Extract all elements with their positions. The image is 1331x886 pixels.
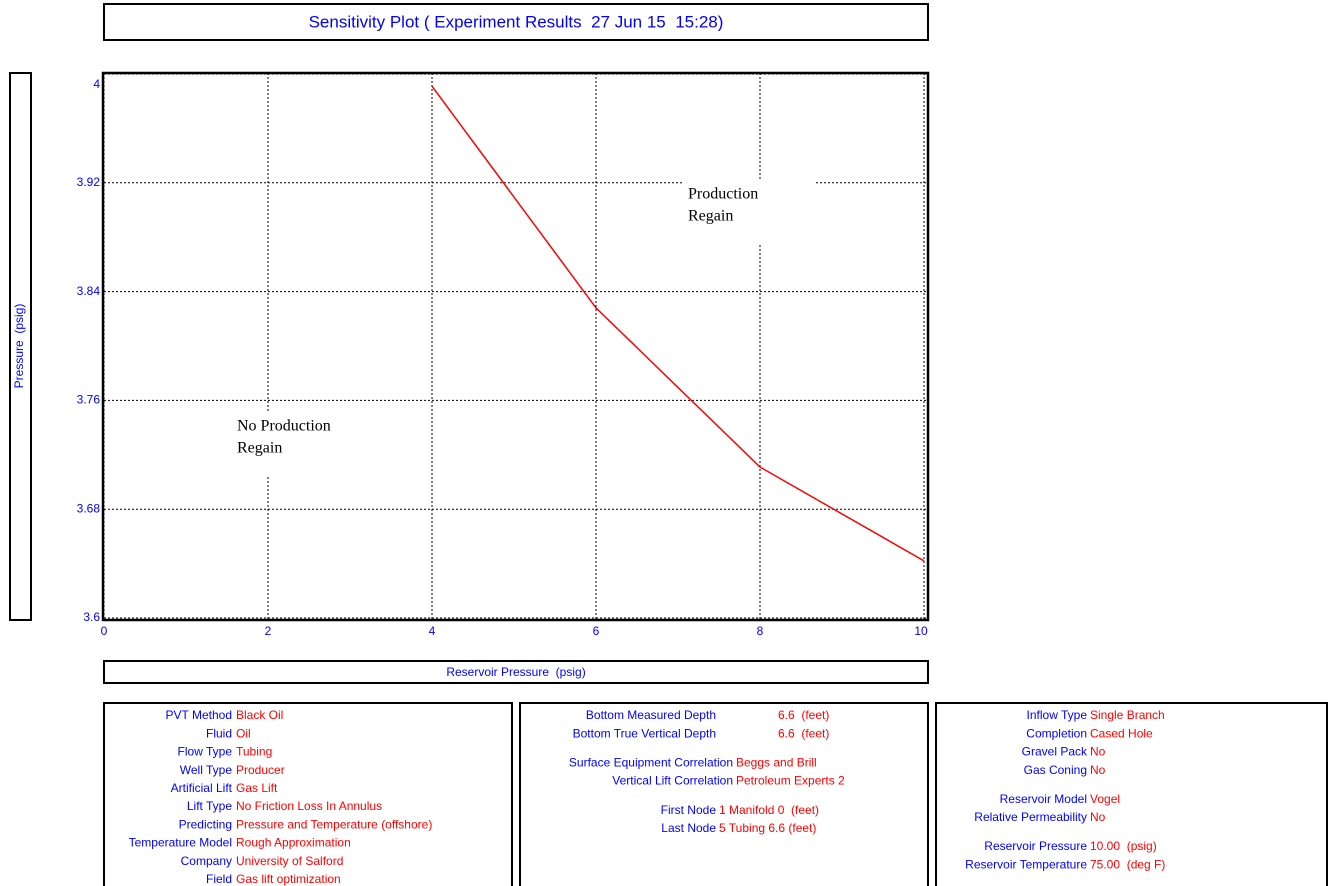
info-panel (103, 702, 513, 886)
info-label: Completion (1026, 726, 1087, 740)
plot-frame (101, 71, 930, 622)
info-label: Temperature Model (129, 836, 232, 850)
info-value: No (1090, 763, 1106, 777)
x-tick-label: 6 (593, 624, 600, 638)
info-label: Flow Type (178, 745, 233, 759)
info-value: Pressure and Temperature (offshore) (236, 817, 432, 831)
info-label: Reservoir Temperature (965, 857, 1087, 871)
annotation-bg (684, 181, 814, 243)
info-value: University of Salford (236, 854, 343, 868)
info-value: 10.00 (psig) (1090, 839, 1157, 853)
y-tick-label: 3.6 (83, 610, 100, 624)
info-label: Inflow Type (1027, 708, 1088, 722)
x-axis-label: Reservoir Pressure (psig) (446, 665, 585, 679)
x-tick-label: 4 (429, 624, 436, 638)
x-tick-label: 0 (101, 624, 108, 638)
y-axis-label: Pressure (psig) (12, 304, 26, 389)
info-value: Single Branch (1090, 708, 1165, 722)
info-panel (519, 702, 929, 886)
info-value: Gas lift optimization (236, 872, 341, 886)
info-label: Artificial Lift (171, 781, 233, 795)
info-label: Fluid (206, 726, 232, 740)
info-label: Field (206, 872, 232, 886)
info-label: Gravel Pack (1022, 745, 1088, 759)
info-label: Vertical Lift Correlation (612, 774, 733, 788)
y-label-box (9, 72, 32, 621)
annotation: Regain (688, 208, 733, 225)
y-tick-label: 3.84 (77, 284, 101, 298)
annotation-bg (233, 413, 363, 475)
x-label-box (103, 660, 929, 684)
info-panel (935, 702, 1328, 886)
info-value: 1 Manifold 0 (feet) (719, 803, 819, 817)
info-value: 75.00 (deg F) (1090, 857, 1165, 871)
info-value: Beggs and Brill (736, 755, 817, 769)
info-value: Rough Approximation (236, 836, 351, 850)
info-value: No (1090, 810, 1106, 824)
data-line (431, 85, 925, 562)
info-value: 6.6 (feet) (778, 708, 829, 722)
title-box (103, 3, 929, 41)
info-label: Gas Coning (1024, 763, 1087, 777)
y-tick-label: 3.92 (77, 175, 101, 189)
info-value: Cased Hole (1090, 726, 1153, 740)
y-tick-label: 3.76 (77, 393, 101, 407)
info-value: No (1090, 745, 1106, 759)
info-value: 5 Tubing 6.6 (feet) (719, 821, 816, 835)
info-value: Vogel (1090, 792, 1120, 806)
annotation: Regain (237, 440, 282, 457)
y-tick-label: 4 (93, 77, 100, 91)
info-label: First Node (661, 803, 717, 817)
info-label: Bottom Measured Depth (586, 708, 716, 722)
info-label: Predicting (179, 817, 232, 831)
chart-title: Sensitivity Plot ( Experiment Results 27… (309, 12, 724, 31)
info-label: Lift Type (187, 799, 232, 813)
info-value: Oil (236, 726, 251, 740)
x-tick-label: 8 (757, 624, 764, 638)
info-label: Reservoir Pressure (984, 839, 1087, 853)
info-label: Company (181, 854, 232, 868)
info-value: 6.6 (feet) (778, 726, 829, 740)
info-value: Black Oil (236, 708, 283, 722)
info-label: Last Node (661, 821, 716, 835)
x-tick-label: 10 (914, 624, 928, 638)
annotation: No Production (237, 418, 331, 435)
info-label: Bottom True Vertical Depth (573, 726, 716, 740)
info-label: Relative Permeability (974, 810, 1087, 824)
info-value: Producer (236, 763, 285, 777)
info-value: No Friction Loss In Annulus (236, 799, 382, 813)
plot-area (103, 73, 928, 620)
info-value: Tubing (236, 745, 272, 759)
x-tick-label: 2 (265, 624, 272, 638)
info-label: Surface Equipment Correlation (569, 755, 733, 769)
annotation: Production (688, 186, 758, 203)
info-label: Well Type (180, 763, 233, 777)
info-label: PVT Method (166, 708, 232, 722)
info-value: Gas Lift (236, 781, 278, 795)
info-label: Reservoir Model (1000, 792, 1087, 806)
y-tick-label: 3.68 (77, 501, 101, 515)
info-value: Petroleum Experts 2 (736, 774, 845, 788)
